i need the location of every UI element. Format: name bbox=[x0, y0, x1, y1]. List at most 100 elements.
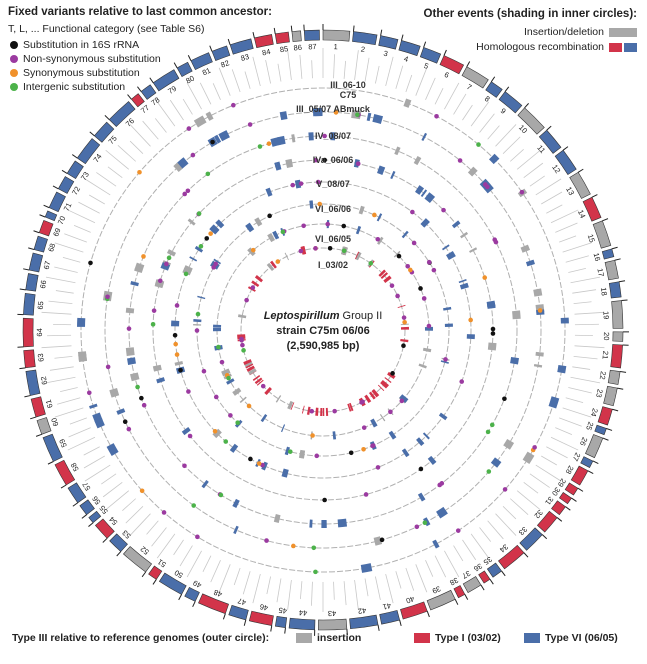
contig-segment bbox=[498, 544, 525, 570]
recombination-block bbox=[218, 130, 230, 142]
variant-dot bbox=[455, 528, 461, 533]
variant-stripe bbox=[129, 140, 144, 154]
variant-dot bbox=[195, 311, 201, 317]
contig-number: 16 bbox=[592, 252, 603, 262]
variant-dot bbox=[244, 297, 249, 303]
variant-dot bbox=[411, 240, 417, 246]
variant-stripe bbox=[129, 513, 151, 536]
variant-dot bbox=[178, 367, 183, 373]
contig-number: 10 bbox=[517, 123, 529, 135]
variant-stripe bbox=[55, 290, 74, 294]
variant-dot bbox=[468, 317, 473, 323]
variant-stripe bbox=[529, 175, 545, 187]
contig-number: 23 bbox=[594, 388, 605, 398]
recombination-block bbox=[254, 377, 263, 385]
ring-label: IV_08/07 bbox=[315, 131, 351, 141]
variant-dot bbox=[322, 133, 327, 139]
contig-number: 36 bbox=[472, 561, 484, 573]
variant-dot bbox=[375, 236, 381, 242]
contig-number: 35 bbox=[482, 555, 494, 567]
variant-dot bbox=[389, 283, 395, 288]
recombination-block bbox=[298, 449, 306, 459]
variant-dot bbox=[313, 157, 319, 163]
contig-number: 42 bbox=[357, 606, 367, 616]
recombination-block bbox=[320, 407, 323, 416]
variant-dot bbox=[395, 293, 400, 299]
recombination-block bbox=[243, 359, 252, 366]
variant-dot bbox=[191, 503, 197, 508]
red-swatch-icon bbox=[609, 42, 622, 52]
variant-dot bbox=[275, 259, 281, 264]
variant-stripe bbox=[487, 520, 504, 540]
legend-item-indel: Insertion/deletion bbox=[524, 26, 637, 38]
variant-stripe bbox=[470, 101, 490, 127]
contig-number: 80 bbox=[184, 74, 196, 86]
legend-label: Substitution in 16S rRNA bbox=[23, 39, 140, 51]
recombination-block bbox=[443, 306, 452, 311]
variant-dot bbox=[437, 482, 442, 488]
contig-segment bbox=[426, 589, 456, 611]
legend-label: Insertion/deletion bbox=[524, 26, 604, 38]
contig-segment bbox=[67, 482, 87, 504]
legend-label: Homologous recombination bbox=[476, 41, 604, 53]
variant-dot bbox=[250, 247, 256, 253]
recombination-block bbox=[418, 363, 427, 369]
variant-dot bbox=[88, 260, 93, 266]
contig-segment bbox=[23, 349, 36, 369]
contig-number: 87 bbox=[308, 42, 317, 51]
recombination-block bbox=[213, 324, 222, 328]
variant-dot bbox=[226, 375, 231, 381]
recombination-block bbox=[109, 388, 120, 398]
legend-label: insertion bbox=[317, 632, 362, 644]
contig-number: 18 bbox=[599, 287, 609, 296]
contig-segment bbox=[559, 492, 572, 505]
variant-dot bbox=[257, 144, 263, 149]
variant-stripe bbox=[444, 82, 460, 110]
variant-dot bbox=[414, 524, 420, 530]
recombination-block bbox=[174, 360, 184, 366]
contig-segment bbox=[486, 562, 503, 578]
variant-dot bbox=[322, 497, 327, 503]
contig-segment bbox=[536, 510, 558, 533]
recombination-block bbox=[377, 384, 385, 392]
recombination-block bbox=[459, 282, 469, 290]
variant-stripe bbox=[299, 54, 303, 79]
recombination-block bbox=[378, 269, 386, 277]
contig-number: 40 bbox=[405, 594, 416, 605]
contig-segment bbox=[33, 235, 48, 253]
recombination-block bbox=[279, 111, 288, 121]
recombination-block bbox=[281, 468, 289, 478]
contig-number: 71 bbox=[62, 201, 74, 212]
contig-number: 6 bbox=[443, 70, 451, 80]
variant-dot bbox=[379, 537, 385, 543]
variant-stripe bbox=[529, 473, 550, 488]
recombination-block bbox=[229, 443, 239, 453]
contig-segment bbox=[570, 465, 589, 486]
recombination-block bbox=[383, 275, 392, 283]
contig-number: 48 bbox=[212, 588, 223, 599]
variant-dot bbox=[434, 113, 439, 119]
recombination-block bbox=[355, 251, 362, 261]
variant-dot bbox=[247, 122, 253, 127]
variant-dot bbox=[213, 261, 219, 267]
variant-dot bbox=[532, 445, 537, 450]
recombination-block bbox=[400, 326, 409, 330]
recombination-block bbox=[349, 402, 354, 412]
contig-number: 61 bbox=[44, 399, 55, 409]
contig-segment bbox=[378, 35, 399, 50]
contig-segment bbox=[66, 160, 84, 180]
recombination-block bbox=[387, 371, 396, 380]
contig-number: 46 bbox=[259, 602, 269, 613]
variant-stripe bbox=[555, 427, 573, 435]
recombination-block bbox=[358, 205, 365, 215]
recombination-block bbox=[212, 428, 222, 439]
contig-number: 15 bbox=[586, 233, 597, 244]
recombination-block bbox=[287, 400, 294, 410]
contig-number: 81 bbox=[201, 66, 212, 78]
variant-stripe bbox=[510, 498, 529, 515]
recombination-block bbox=[193, 318, 202, 323]
recombination-block bbox=[321, 519, 327, 528]
recombination-block bbox=[205, 111, 214, 121]
recombination-block bbox=[247, 247, 256, 257]
variant-dot bbox=[314, 453, 320, 459]
